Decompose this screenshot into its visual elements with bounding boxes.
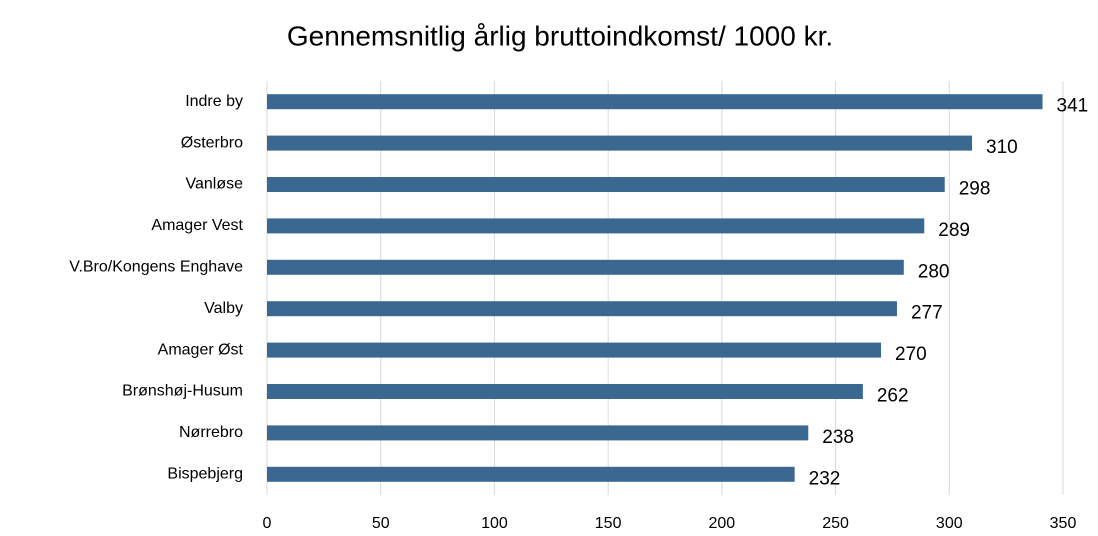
x-tick-label: 250: [822, 515, 849, 532]
bar: [267, 425, 809, 441]
data-label: 277: [911, 303, 943, 324]
data-label: 232: [809, 468, 841, 489]
y-tick-label: Indre by: [185, 93, 243, 110]
y-tick-label: V.Bro/Kongens Enghave: [69, 259, 243, 276]
data-label: 298: [959, 179, 991, 200]
bar: [267, 259, 904, 275]
bar: [267, 342, 882, 358]
data-label: 310: [986, 137, 1018, 158]
y-tick-label: Bispebjerg: [167, 466, 243, 483]
data-label: 341: [1057, 96, 1089, 117]
y-tick-label: Nørrebro: [179, 424, 243, 441]
bar: [267, 384, 863, 399]
y-tick-label: Valby: [204, 300, 243, 317]
data-label: 262: [877, 386, 909, 407]
bar: [267, 135, 973, 151]
y-tick-label: Brønshøj-Husum: [122, 383, 243, 400]
y-tick-label: Østerbro: [181, 134, 243, 151]
y-tick-label: Amager Øst: [158, 341, 244, 358]
bar: [267, 94, 1043, 110]
x-tick-label: 50: [372, 515, 390, 532]
bar: [267, 177, 945, 192]
data-label: 238: [822, 427, 854, 448]
x-tick-label: 350: [1050, 515, 1077, 532]
y-tick-label: Vanløse: [185, 176, 243, 193]
bar: [267, 218, 925, 234]
data-label: 270: [895, 344, 927, 365]
bar: [267, 466, 795, 482]
x-tick-label: 100: [481, 515, 508, 532]
y-tick-label: Amager Vest: [151, 217, 243, 234]
chart-title: Gennemsnitlig årlig bruttoindkomst/ 1000…: [287, 20, 833, 51]
x-tick-label: 150: [595, 515, 622, 532]
bar: [267, 301, 897, 317]
x-tick-label: 200: [709, 515, 736, 532]
x-tick-label: 300: [936, 515, 963, 532]
data-label: 280: [918, 261, 950, 282]
data-label: 289: [938, 220, 970, 241]
x-tick-label: 0: [263, 515, 272, 532]
